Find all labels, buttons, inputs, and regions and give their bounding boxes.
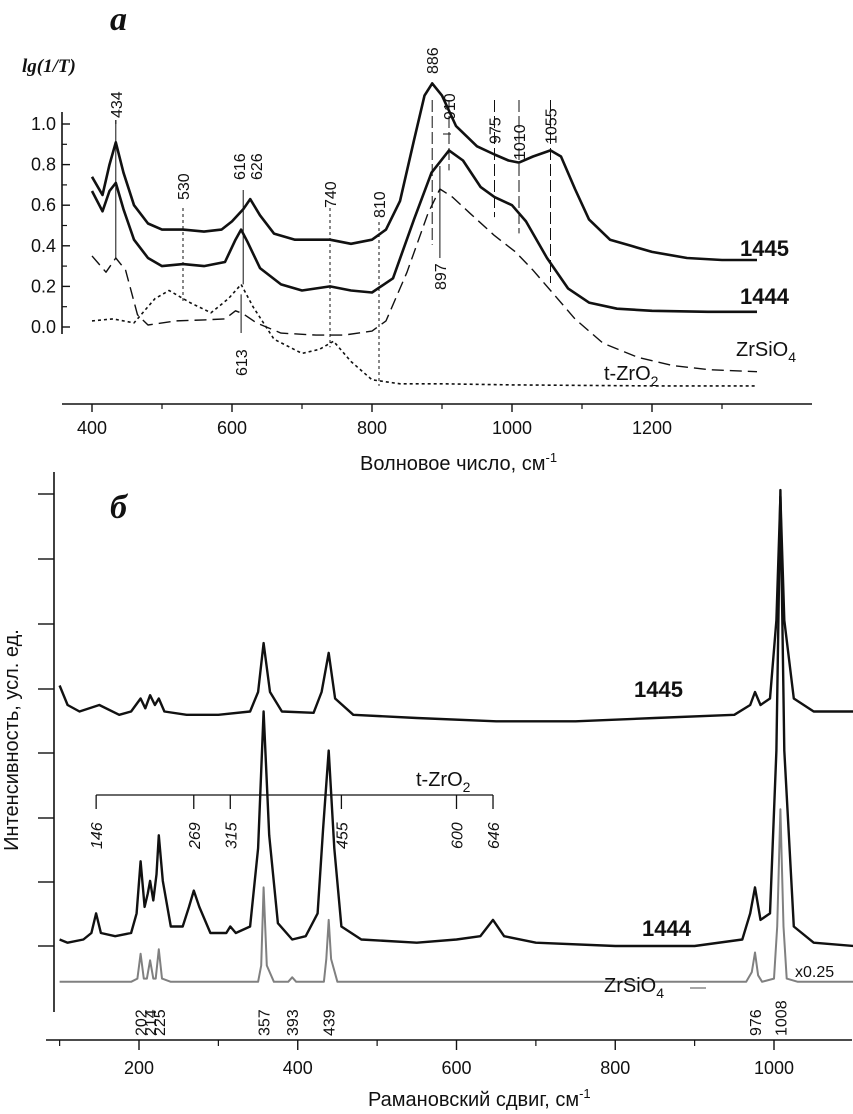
panel-a-peak-label: 613 [234,349,251,376]
panel-b-tzro2-text: t-ZrO [416,769,463,791]
panel-b-x-tick-label: 600 [441,1058,471,1078]
panel-b-x-tick-label: 200 [124,1058,154,1078]
panel-a-x-tick-label: 400 [77,418,107,438]
panel-a-y-tick-label: 0.0 [31,317,56,337]
panel-a-peak-label: 910 [442,93,459,120]
panel-b-tzro2-label: 600 [450,822,467,849]
panel-a-series-line-zrsio4 [91,188,758,373]
panel-a-ticks: 400 600 800 1000 1200 0.0 0.2 0.4 0.6 0.8 1.0 [31,114,723,438]
panel-a-y-axis-label: lg(1/T) [22,56,76,77]
panel-a-peak-label: 1010 [512,124,529,160]
panel-b-letter: б [110,489,129,526]
panel-a-series-line-1444 [90,149,757,314]
panel-a-x-tick-label: 600 [217,418,247,438]
panel-b-series-line-zrsio4 [59,808,853,983]
panel-a-y-tick-label: 0.6 [31,195,56,215]
panel-b-zircon-peak-label: 439 [322,1009,339,1036]
panel-a-peak-label: 810 [372,191,389,218]
panel-a-peak-label: 740 [323,181,340,208]
panel-a-peak-label: 1055 [544,108,561,144]
panel-a-peak-label: 530 [176,173,193,200]
panel-a-tzro2-text: t-ZrO [604,363,651,385]
panel-a-zrsio4-text: ZrSiO [736,339,788,361]
panel-a-peak-markers: 434 530 616 626 740 810 886 910 975 1010 1055 897 61… [109,47,561,386]
panel-a-series-label-zrsio4: ZrSiO4 [736,339,796,365]
panel-b-zircon-peak-label: 214 [143,1009,160,1036]
panel-a-y-tick-label: 0.8 [31,155,56,175]
panel-b-tzro2-title: t-ZrO2 [416,769,471,795]
panel-b-zircon-peak-label: 393 [285,1009,302,1036]
panel-a-ir-spectra: а lg(1/T) 400 600 800 1000 1200 0.0 0.2 0.4 0.6 0… [22,1,812,475]
panel-b-tzro2-subscript: 2 [463,779,471,795]
panel-a-axes [61,112,812,405]
panel-a-y-tick-label: 1.0 [31,114,56,134]
panel-b-y-axis-label: Интенсивность, усл. ед. [1,629,23,851]
panel-b-tzro2-label: 146 [89,822,106,849]
panel-b-series-label-1445: 1445 [634,677,683,702]
panel-b-tzro2-label: 455 [334,822,351,849]
panel-a-x-tick-label: 1000 [492,418,532,438]
panel-a-x-tick-label: 1200 [632,418,672,438]
panel-b-series-label-1444: 1444 [642,916,692,941]
panel-b-raman-spectra: б Интенсивность, усл. ед. 200 400 600 800 10… [1,472,853,1111]
panel-b-zircon-peak-label: 202 [134,1009,151,1036]
panel-b-x-tick-label: 1000 [754,1058,794,1078]
panel-a-letter: а [110,1,127,38]
panel-a-x-tick-label: 800 [357,418,387,438]
panel-a-x-axis-title: Волновое число, см-1 [360,450,557,475]
panel-b-series-line-1444 [59,488,853,948]
panel-a-series-label-tzro2: t-ZrO2 [604,363,659,389]
panel-b-zircon-peak-label: 976 [748,1009,765,1036]
panel-a-series-label-1445: 1445 [740,236,789,261]
panel-a-series-label-1444: 1444 [740,284,790,309]
panel-a-peak-label: 886 [425,47,442,74]
panel-b-x-tick-label: 800 [600,1058,630,1078]
panel-a-zrsio4-subscript: 4 [788,349,796,365]
panel-a-peak-label: 897 [433,263,450,290]
panel-b-tzro2-bracket: 146 269 315 455 600 646 t-ZrO2 [89,769,503,850]
panel-b-zircon-peak-label: 357 [257,1009,274,1036]
panel-b-tzro2-label: 646 [486,822,503,849]
panel-b-ticks: 200 400 600 800 1000 [38,493,794,1078]
panel-b-zircon-peak-label: 225 [152,1009,169,1036]
panel-b-tzro2-label: 315 [223,822,240,849]
panel-a-tzro2-subscript: 2 [651,373,659,389]
panel-b-scale-note: x0.25 [795,964,834,981]
panel-b-series-label-zrsio4: ZrSiO4 [604,975,664,1001]
panel-b-x-axis-title: Рамановский сдвиг, см-1 [368,1086,591,1111]
panel-b-tzro2-label: 269 [187,822,204,850]
panel-a-peak-label: 626 [249,153,266,180]
panel-b-series-line-1445 [58,495,853,723]
panel-a-y-tick-label: 0.2 [31,276,56,296]
panel-b-zircon-peak-label: 1008 [773,1000,790,1036]
panel-a-peak-label: 434 [109,91,126,118]
panel-a-series-line-t-zro2 [91,283,757,387]
panel-a-peak-label: 975 [488,117,505,144]
panel-b-series [58,488,853,983]
panel-a-peak-label: 616 [232,153,249,180]
panel-b-zrsio4-subscript: 4 [656,985,664,1001]
panel-b-x-tick-label: 400 [283,1058,313,1078]
panel-a-series [90,82,758,387]
panel-a-series-line-1445 [90,82,757,262]
panel-b-zrsio4-text: ZrSiO [604,975,656,997]
panel-a-series-labels: 1445 1444 ZrSiO4 t-ZrO2 [604,236,796,389]
panel-a-y-tick-label: 0.4 [31,236,56,256]
panel-b-axes [46,472,852,1041]
